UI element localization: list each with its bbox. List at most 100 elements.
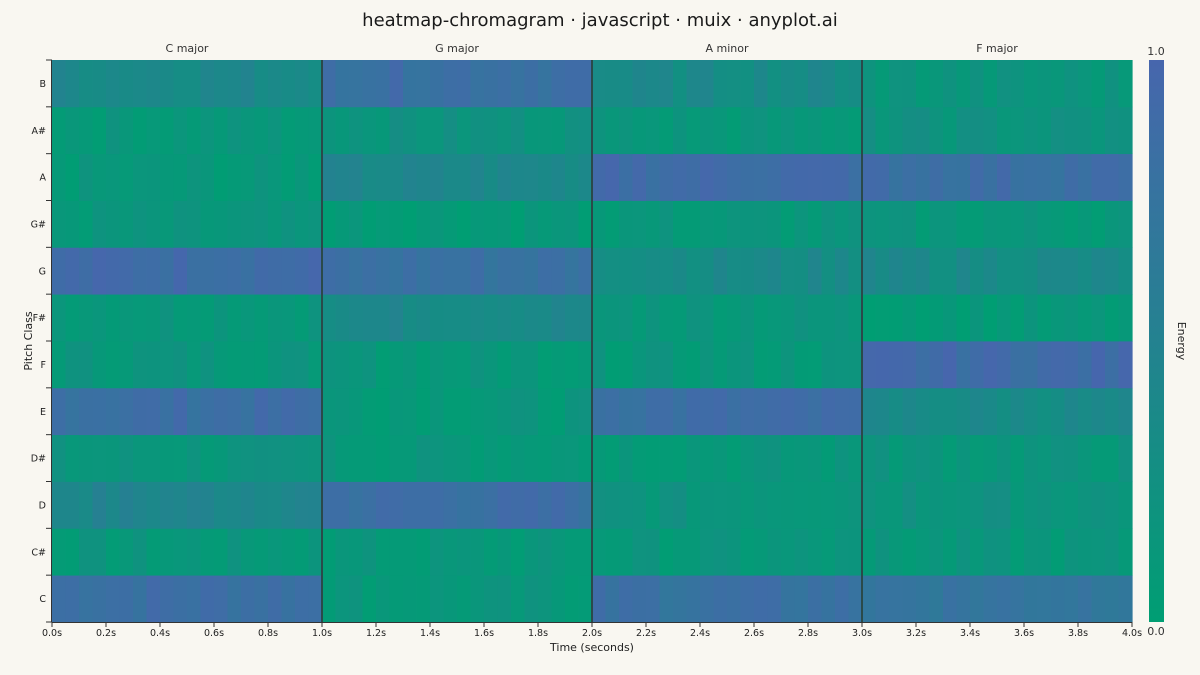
heatmap-cell-3-A#-4	[916, 106, 931, 155]
heatmap-cell-2-G#-17	[821, 200, 836, 248]
heatmap-cell-3-F-7	[956, 341, 971, 389]
heatmap-cell-0-C#-6	[133, 528, 148, 576]
heatmap-cell-2-F#-14	[781, 294, 796, 342]
heatmap-cell-2-A-6	[673, 153, 688, 201]
heatmap-cell-1-A-15	[524, 153, 539, 201]
heatmap-cell-0-C-4	[106, 575, 121, 623]
heatmap-cell-3-E-12	[1024, 387, 1039, 436]
heatmap-cell-2-C#-10	[727, 528, 742, 576]
x-tick-label-8: 1.6s	[474, 628, 494, 639]
x-tick-label-15: 3.0s	[852, 628, 872, 639]
heatmap-cell-2-A-19	[848, 153, 863, 201]
heatmap-cell-3-G#-11	[1010, 200, 1025, 248]
heatmap-cell-3-E-7	[956, 387, 971, 436]
heatmap-cell-0-C#-8	[160, 528, 175, 576]
heatmap-cell-0-G-9	[173, 247, 188, 295]
heatmap-cell-3-G-3	[902, 247, 917, 295]
heatmap-cell-2-C#-11	[740, 528, 755, 576]
heatmap-cell-3-D-14	[1051, 481, 1066, 529]
heatmap-cell-0-B-2	[79, 60, 94, 108]
heatmap-cell-2-A-18	[835, 153, 850, 201]
heatmap-cell-0-D-15	[254, 481, 269, 529]
heatmap-cell-1-G#-15	[524, 200, 539, 248]
heatmap-cell-2-G-16	[808, 247, 823, 295]
heatmap-cell-2-D-1	[605, 481, 620, 529]
heatmap-cell-0-G-10	[187, 247, 202, 295]
heatmap-cell-3-B-10	[997, 60, 1012, 108]
heatmap-cell-1-B-14	[511, 60, 526, 108]
heatmap-cell-2-A#-13	[767, 106, 782, 155]
heatmap-cell-1-G#-11	[470, 200, 485, 248]
heatmap-cell-1-A-2	[349, 153, 364, 201]
heatmap-cell-0-C-1	[65, 575, 80, 623]
heatmap-cell-0-D-10	[187, 481, 202, 529]
heatmap-cell-2-D#-15	[794, 434, 809, 482]
heatmap-cell-1-G#-8	[430, 200, 445, 248]
heatmap-cell-2-D#-3	[632, 434, 647, 482]
heatmap-cell-3-D#-18	[1105, 434, 1120, 482]
heatmap-cell-3-B-0	[862, 60, 877, 108]
heatmap-cell-0-A#-8	[160, 106, 175, 155]
heatmap-cell-3-C#-16	[1078, 528, 1093, 576]
heatmap-cell-1-D#-10	[457, 434, 472, 482]
heatmap-cell-2-D#-7	[686, 434, 701, 482]
heatmap-cell-0-G-12	[214, 247, 229, 295]
heatmap-cells	[52, 60, 1133, 623]
heatmap-cell-0-F#-5	[119, 294, 134, 342]
heatmap-cell-1-A-6	[403, 153, 418, 201]
heatmap-cell-1-G#-16	[538, 200, 553, 248]
heatmap-cell-3-G#-10	[997, 200, 1012, 248]
heatmap-cell-1-C#-3	[362, 528, 377, 576]
heatmap-cell-0-B-12	[214, 60, 229, 108]
heatmap-cell-1-G#-7	[416, 200, 431, 248]
heatmap-cell-0-D-14	[241, 481, 256, 529]
heatmap-cell-3-E-10	[997, 387, 1012, 436]
heatmap-cell-2-C#-12	[754, 528, 769, 576]
heatmap-cell-0-B-9	[173, 60, 188, 108]
heatmap-cell-1-A#-2	[349, 106, 364, 155]
heatmap-cell-3-D#-8	[970, 434, 985, 482]
heatmap-cell-0-F#-1	[65, 294, 80, 342]
x-tick-label-16: 3.2s	[906, 628, 926, 639]
heatmap-cell-0-D-18	[295, 481, 310, 529]
heatmap-cell-2-G-19	[848, 247, 863, 295]
heatmap-cell-3-C-0	[862, 575, 877, 623]
heatmap-cell-3-C#-4	[916, 528, 931, 576]
heatmap-cell-1-F#-8	[430, 294, 445, 342]
heatmap-cell-3-E-8	[970, 387, 985, 436]
heatmap-cell-3-G-15	[1064, 247, 1079, 295]
heatmap-cell-3-C#-10	[997, 528, 1012, 576]
heatmap-cell-1-F#-4	[376, 294, 391, 342]
heatmap-cell-1-A-10	[457, 153, 472, 201]
heatmap-cell-3-A#-9	[983, 106, 998, 155]
heatmap-cell-2-G-18	[835, 247, 850, 295]
heatmap-cell-2-G-10	[727, 247, 742, 295]
heatmap-cell-3-F#-5	[929, 294, 944, 342]
heatmap-cell-0-C#-16	[268, 528, 283, 576]
heatmap-cell-0-A-8	[160, 153, 175, 201]
heatmap-cell-3-C#-1	[875, 528, 890, 576]
heatmap-cell-0-F-10	[187, 341, 202, 389]
heatmap-cell-2-D-11	[740, 481, 755, 529]
heatmap-cell-0-F-1	[65, 341, 80, 389]
heatmap-cell-1-C#-16	[538, 528, 553, 576]
heatmap-cell-3-F-17	[1091, 341, 1106, 389]
heatmap-cell-1-A-18	[565, 153, 580, 201]
heatmap-cell-1-G#-18	[565, 200, 580, 248]
heatmap-cell-3-G-13	[1037, 247, 1052, 295]
heatmap-cell-0-D-5	[119, 481, 134, 529]
heatmap-cell-3-C#-11	[1010, 528, 1025, 576]
heatmap-cell-2-A#-14	[781, 106, 796, 155]
heatmap-cell-1-B-4	[376, 60, 391, 108]
heatmap-cell-0-D-13	[227, 481, 242, 529]
heatmap-cell-3-C-7	[956, 575, 971, 623]
heatmap-cell-2-E-0	[592, 387, 607, 436]
heatmap-cell-1-A#-16	[538, 106, 553, 155]
heatmap-cell-3-C#-6	[943, 528, 958, 576]
heatmap-cell-2-G#-19	[848, 200, 863, 248]
heatmap-cell-1-F#-10	[457, 294, 472, 342]
heatmap-cell-3-G#-5	[929, 200, 944, 248]
heatmap-cell-3-A-12	[1024, 153, 1039, 201]
heatmap-cell-1-A#-15	[524, 106, 539, 155]
heatmap-cell-2-A-10	[727, 153, 742, 201]
